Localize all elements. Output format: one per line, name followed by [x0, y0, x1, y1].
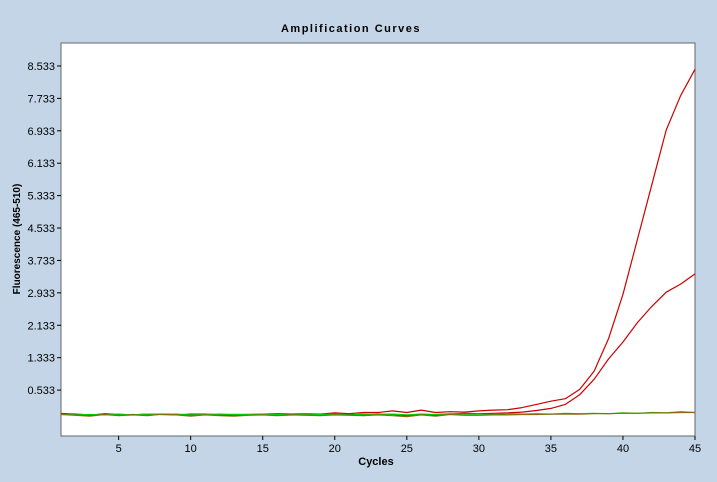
x-axis-label: Cycles	[358, 456, 393, 468]
y-tick-label: 8.533	[27, 61, 55, 73]
series-layer	[60, 69, 696, 418]
y-axis: 0.533 1.333 2.133 2.933 3.733 4.533 5.333 6.133…	[27, 61, 61, 397]
y-axis-label: Fluorescence (465-510)	[12, 184, 23, 295]
y-tick-label: 0.533	[27, 385, 55, 397]
y-tick-label: 3.733	[27, 255, 55, 267]
chart-title: Amplification Curves	[281, 23, 421, 35]
x-tick-label: 45	[689, 443, 701, 455]
x-tick-label: 20	[329, 443, 341, 455]
y-tick-label: 2.133	[27, 320, 55, 332]
x-axis: 5 10 15 20 25 30 35 40 45	[116, 436, 701, 455]
x-tick-label: 35	[545, 443, 557, 455]
x-tick-label: 40	[617, 443, 629, 455]
y-tick-label: 1.333	[27, 353, 55, 365]
y-tick-label: 5.333	[27, 191, 55, 203]
x-tick-label: 30	[473, 443, 485, 455]
x-tick-label: 25	[401, 443, 413, 455]
y-tick-label: 6.133	[27, 158, 55, 170]
plot-area	[60, 42, 696, 437]
y-tick-label: 2.933	[27, 288, 55, 300]
x-tick-label: 5	[116, 443, 122, 455]
x-tick-label: 10	[185, 443, 197, 455]
y-tick-label: 4.533	[27, 223, 55, 235]
x-tick-label: 15	[257, 443, 269, 455]
y-tick-label: 7.733	[27, 93, 55, 105]
series-line-4	[60, 411, 695, 418]
y-tick-label: 6.933	[27, 126, 55, 138]
